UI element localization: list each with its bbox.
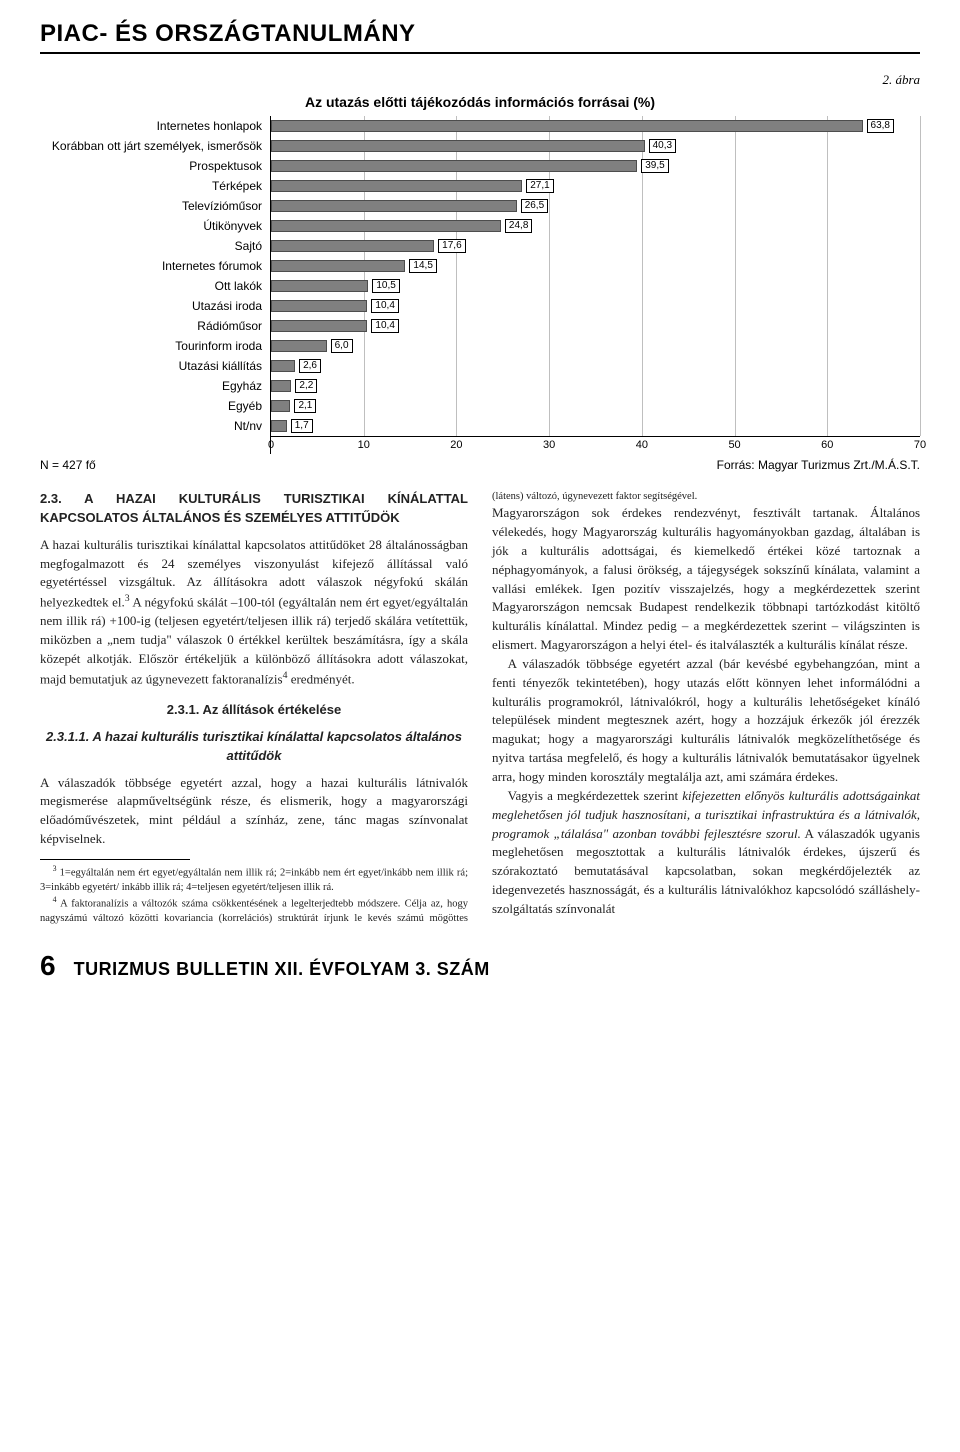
category-label: Rádióműsor — [40, 316, 262, 336]
category-label: Egyház — [40, 376, 262, 396]
bar — [271, 320, 367, 332]
tick-label: 20 — [450, 439, 462, 451]
category-label: Prospektusok — [40, 156, 262, 176]
bar — [271, 280, 368, 292]
category-label: Sajtó — [40, 236, 262, 256]
paragraph: Magyarországon sok érdekes rendezvényt, … — [492, 504, 920, 655]
bar-row: 24,8 — [271, 216, 920, 236]
bar — [271, 300, 367, 312]
body-columns: 2.3. A HAZAI KULTURÁLIS TURISZTIKAI KÍNÁ… — [40, 490, 920, 926]
bar — [271, 240, 434, 252]
value-label: 10,5 — [372, 279, 399, 293]
publication-line: TURIZMUS BULLETIN XII. ÉVFOLYAM 3. SZÁM — [74, 959, 490, 980]
plot-area: 63,8 40,3 39,5 27,1 26,5 24,8 17,614,5 10,5 10,4… — [270, 116, 920, 454]
bar-row: 40,3 — [271, 136, 920, 156]
bar-row: 39,5 — [271, 156, 920, 176]
source-note: Forrás: Magyar Turizmus Zrt./M.Á.S.T. — [717, 458, 920, 472]
section-heading: 2.3. A HAZAI KULTURÁLIS TURISZTIKAI KÍNÁ… — [40, 490, 468, 528]
tick-label: 30 — [543, 439, 555, 451]
paragraph: Vagyis a megkérdezettek szerint kifejeze… — [492, 787, 920, 919]
page-footer: 6 TURIZMUS BULLETIN XII. ÉVFOLYAM 3. SZÁ… — [40, 950, 920, 982]
bar-row: 17,6 — [271, 236, 920, 256]
category-label: Utazási kiállítás — [40, 356, 262, 376]
value-label: 6,0 — [331, 339, 353, 353]
category-label: Térképek — [40, 176, 262, 196]
value-label: 10,4 — [371, 319, 398, 333]
tick-label: 0 — [268, 439, 274, 451]
bar-chart: Internetes honlapokKorábban ott járt sze… — [40, 116, 920, 454]
category-label: Tourinform iroda — [40, 336, 262, 356]
value-label: 24,8 — [505, 219, 532, 233]
bar-row: 2,1 — [271, 396, 920, 416]
bar — [271, 260, 405, 272]
value-label: 10,4 — [371, 299, 398, 313]
bar — [271, 200, 517, 212]
subsubsection-heading: 2.3.1.1. A hazai kulturális turisztikai … — [40, 728, 468, 766]
paragraph: A válaszadók többsége egyetért azzal (bá… — [492, 655, 920, 787]
bar — [271, 160, 637, 172]
bar — [271, 180, 522, 192]
category-label: Korábban ott járt személyek, ismerősök — [40, 136, 262, 156]
bar-row: 2,6 — [271, 356, 920, 376]
bar — [271, 360, 295, 372]
bar — [271, 120, 863, 132]
bar-row: 14,5 — [271, 256, 920, 276]
bar — [271, 140, 645, 152]
category-label: Ott lakók — [40, 276, 262, 296]
bar-row: 2,2 — [271, 376, 920, 396]
bar — [271, 400, 290, 412]
bar-row: 10,4 — [271, 316, 920, 336]
figure-label: 2. ábra — [40, 72, 920, 88]
page-number: 6 — [40, 950, 56, 982]
category-label: Egyéb — [40, 396, 262, 416]
value-label: 40,3 — [649, 139, 676, 153]
paragraph: A hazai kulturális turisztikai kínálatta… — [40, 536, 468, 689]
footnote: 3 1=egyáltalán nem ért egyet/egyáltalán … — [40, 864, 468, 895]
tick-label: 70 — [914, 439, 926, 451]
tick-label: 60 — [821, 439, 833, 451]
value-label: 27,1 — [526, 179, 553, 193]
value-label: 14,5 — [409, 259, 436, 273]
tick-label: 40 — [636, 439, 648, 451]
sample-note: N = 427 fő — [40, 458, 96, 472]
category-label: Internetes fórumok — [40, 256, 262, 276]
category-axis: Internetes honlapokKorábban ott járt sze… — [40, 116, 270, 454]
bar — [271, 420, 287, 432]
bar-row: 10,5 — [271, 276, 920, 296]
chart-footer: N = 427 fő Forrás: Magyar Turizmus Zrt./… — [40, 458, 920, 472]
category-label: Televízióműsor — [40, 196, 262, 216]
value-label: 1,7 — [291, 419, 313, 433]
category-label: Útikönyvek — [40, 216, 262, 236]
bar-row: 26,5 — [271, 196, 920, 216]
bar-row: 10,4 — [271, 296, 920, 316]
tick-label: 10 — [358, 439, 370, 451]
paragraph: A válaszadók többsége egyetért azzal, ho… — [40, 774, 468, 849]
bar — [271, 340, 327, 352]
bar-row: 6,0 — [271, 336, 920, 356]
page-header: PIAC- ÉS ORSZÁGTANULMÁNY — [40, 20, 920, 54]
subsection-heading: 2.3.1. Az állítások értékelése — [40, 701, 468, 720]
bar — [271, 220, 501, 232]
value-label: 2,6 — [299, 359, 321, 373]
x-axis: 010203040506070 — [271, 436, 920, 454]
category-label: Internetes honlapok — [40, 116, 262, 136]
footnote-rule — [40, 859, 190, 860]
bar — [271, 380, 291, 392]
value-label: 2,1 — [294, 399, 316, 413]
chart-title: Az utazás előtti tájékozódás információs… — [40, 94, 920, 110]
tick-label: 50 — [728, 439, 740, 451]
category-label: Nt/nv — [40, 416, 262, 436]
bar-row: 27,1 — [271, 176, 920, 196]
category-label: Utazási iroda — [40, 296, 262, 316]
value-label: 17,6 — [438, 239, 465, 253]
value-label: 2,2 — [295, 379, 317, 393]
bar-row: 63,8 — [271, 116, 920, 136]
bar-row: 1,7 — [271, 416, 920, 436]
value-label: 63,8 — [867, 119, 894, 133]
value-label: 26,5 — [521, 199, 548, 213]
value-label: 39,5 — [641, 159, 668, 173]
